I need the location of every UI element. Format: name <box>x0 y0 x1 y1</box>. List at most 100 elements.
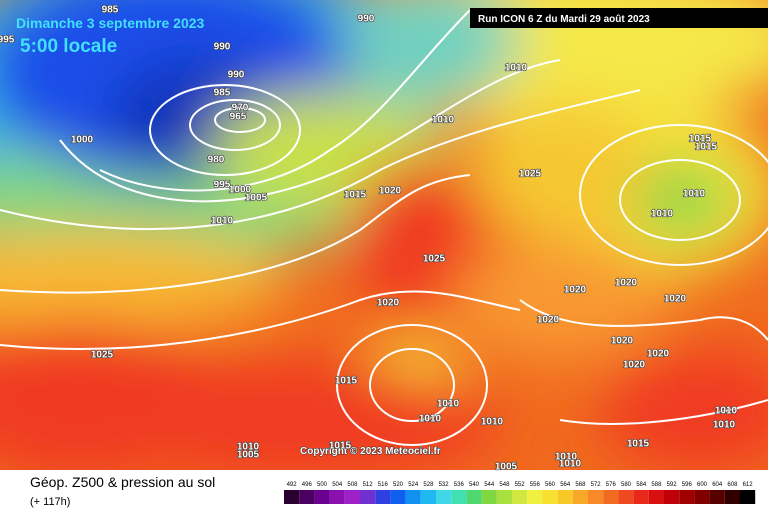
legend-swatch <box>724 490 740 504</box>
isobar-label: 1020 <box>623 360 646 371</box>
legend-swatch <box>420 490 436 504</box>
legend-label: 524 <box>408 482 419 488</box>
isobar-label: 1010 <box>713 420 736 431</box>
legend-swatch <box>603 490 619 504</box>
legend-swatch <box>481 490 497 504</box>
isobar-label: 1010 <box>481 417 504 428</box>
legend-label: 508 <box>347 482 358 488</box>
legend-label: 612 <box>743 482 754 488</box>
legend-swatch <box>588 490 604 504</box>
isobar-label: 1015 <box>689 134 712 145</box>
legend-label: 560 <box>545 482 556 488</box>
legend-swatch <box>375 490 391 504</box>
legend-swatch <box>694 490 710 504</box>
isobar-label: 1010 <box>715 406 738 417</box>
isobar-label: 1025 <box>423 254 446 265</box>
forecast-hour: (+ 117h) <box>30 496 70 508</box>
isobar-label: 1015 <box>344 190 367 201</box>
isobar-label: 1010 <box>683 189 706 200</box>
legend-label: 516 <box>378 482 389 488</box>
isobar-label: 990 <box>214 42 231 53</box>
isobar-label: 1020 <box>611 336 634 347</box>
legend-swatch <box>329 490 345 504</box>
isobar-label: 980 <box>208 155 225 166</box>
legend-swatch <box>390 490 406 504</box>
date-label: Dimanche 3 septembre 2023 <box>16 15 205 31</box>
isobar-label: 990 <box>228 70 245 81</box>
isobar-label: 1010 <box>437 399 460 410</box>
isobar-label: 1015 <box>329 441 352 452</box>
legend-label: 580 <box>621 482 632 488</box>
legend-label: 496 <box>302 482 313 488</box>
isobar-label: 1020 <box>537 315 560 326</box>
legend-label: 588 <box>651 482 662 488</box>
isobar-label: 970 <box>232 103 249 114</box>
legend-label: 536 <box>454 482 465 488</box>
legend-label: 572 <box>591 482 602 488</box>
legend-swatch <box>618 490 634 504</box>
legend-swatch <box>527 490 543 504</box>
legend-label: 544 <box>484 482 495 488</box>
legend-swatch <box>512 490 528 504</box>
isobar-label: 985 <box>214 88 231 99</box>
copyright: Copyright © 2023 Meteociel.fr <box>300 446 441 457</box>
isobar-label: 1010 <box>237 442 260 453</box>
isobar-label: 1020 <box>647 349 670 360</box>
isobar-label: 995 <box>0 35 15 46</box>
isobar-label: 1010 <box>651 209 674 220</box>
time-label: 5:00 locale <box>20 36 117 57</box>
isobar-label: 1015 <box>335 376 358 387</box>
legend-swatch <box>299 490 315 504</box>
legend-swatch <box>709 490 725 504</box>
isobar-label: 990 <box>358 14 375 25</box>
legend-swatch <box>314 490 330 504</box>
isobar-label: 1000 <box>71 135 94 146</box>
legend-label: 520 <box>393 482 404 488</box>
legend-swatch <box>664 490 680 504</box>
legend-label: 532 <box>439 482 450 488</box>
legend-label: 548 <box>499 482 510 488</box>
legend-label: 540 <box>469 482 480 488</box>
legend-swatch <box>405 490 421 504</box>
run-label: Run ICON 6 Z du Mardi 29 août 2023 <box>478 14 650 25</box>
isobar-label: 1025 <box>519 169 542 180</box>
isobar-label: 985 <box>102 5 119 16</box>
isobar-label: 965 <box>230 112 247 123</box>
legend-swatch <box>557 490 573 504</box>
legend-label: 608 <box>727 482 738 488</box>
legend-label: 500 <box>317 482 328 488</box>
legend-label: 568 <box>575 482 586 488</box>
map-field <box>0 0 768 470</box>
isobar-label: 995 <box>214 180 231 191</box>
legend-swatch <box>496 490 512 504</box>
isobar-label: 1020 <box>379 186 402 197</box>
isobar-label: 1015 <box>695 142 718 153</box>
isobar-label: 1020 <box>615 278 638 289</box>
legend-label: 512 <box>363 482 374 488</box>
isobar-label: 1010 <box>559 459 582 470</box>
legend-label: 556 <box>530 482 541 488</box>
legend-swatch <box>284 490 300 504</box>
isobar-label: 1010 <box>432 115 455 126</box>
legend-swatch <box>633 490 649 504</box>
isobar-label: 1010 <box>505 63 528 74</box>
legend-label: 528 <box>423 482 434 488</box>
legend-swatch <box>542 490 558 504</box>
legend-label: 596 <box>682 482 693 488</box>
legend-swatch <box>740 490 756 504</box>
isobar-label: 1020 <box>377 298 400 309</box>
isobar-labels: 9859909909909859709651000980995100010051… <box>0 4 738 473</box>
color-legend: 492 496 500 504 508 512 516 520 524 528 532 536 540 5… <box>284 482 756 504</box>
isobar-label: 1020 <box>564 285 587 296</box>
legend-label: 492 <box>287 482 298 488</box>
isobar-label: 1005 <box>495 462 518 473</box>
legend-label: 584 <box>636 482 647 488</box>
legend-swatch <box>466 490 482 504</box>
legend-label: 604 <box>712 482 723 488</box>
legend-label: 504 <box>332 482 343 488</box>
isobar-label: 1010 <box>419 414 442 425</box>
legend-swatch <box>344 490 360 504</box>
isobar-label: 1005 <box>245 193 268 204</box>
